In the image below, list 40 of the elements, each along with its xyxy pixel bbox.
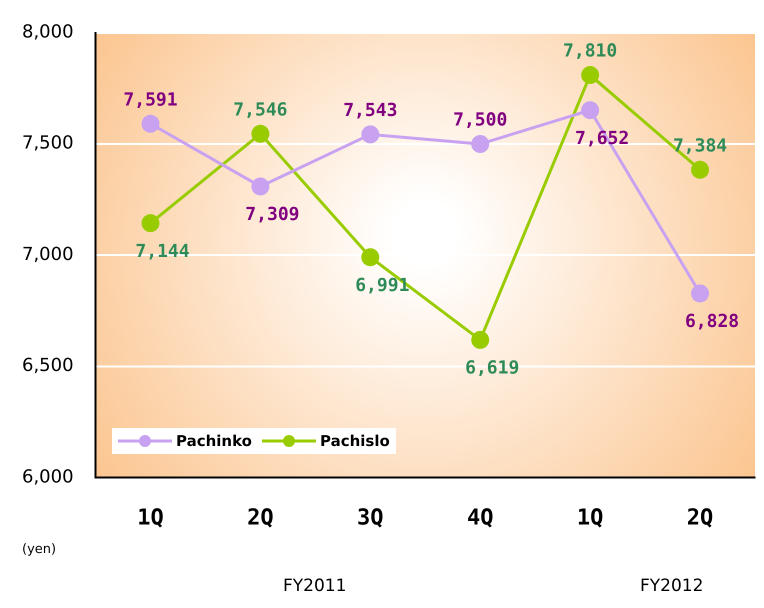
data-label: 7,309	[245, 204, 300, 226]
y-tick-label: 6,500	[22, 355, 74, 376]
text: (yen)	[22, 542, 56, 557]
x-tick-label: 1Q	[576, 506, 604, 531]
point	[581, 101, 600, 120]
y-tick-label: 7,500	[22, 132, 74, 154]
x-tick-label: 1Q	[137, 506, 164, 531]
legend-label: Pachislo	[320, 432, 390, 450]
x-tick-label: 3Q	[357, 506, 384, 531]
y-tick-label: 7,000	[22, 244, 74, 265]
point	[691, 284, 710, 302]
data-label: 7,500	[453, 110, 508, 131]
point	[691, 160, 710, 179]
data-label: 7,652	[575, 128, 630, 149]
data-label: 7,810	[563, 40, 618, 62]
data-label: 7,144	[135, 240, 190, 262]
x-tick-label: 2Q	[686, 506, 714, 531]
point	[141, 214, 160, 232]
point	[471, 330, 490, 349]
data-label: 7,546	[233, 99, 288, 120]
point	[251, 177, 270, 196]
data-label: 6,991	[355, 274, 410, 296]
point	[361, 125, 380, 144]
point	[141, 114, 160, 133]
point	[361, 248, 380, 266]
point	[471, 135, 490, 153]
text: FY2012	[640, 576, 704, 596]
legend-label: Pachinko	[176, 432, 252, 450]
data-label: 7,384	[672, 135, 728, 156]
x-tick-label: 4Q	[466, 506, 494, 531]
text: FY2011	[283, 576, 346, 596]
y-tick-label: 8,000	[22, 21, 74, 42]
y-tick-label: 6,000	[22, 466, 74, 488]
point	[251, 124, 270, 143]
data-label: 6,828	[684, 311, 740, 332]
x-tick-label: 2Q	[247, 506, 274, 531]
data-label: 6,619	[465, 358, 520, 379]
point	[581, 66, 600, 84]
data-label: 7,591	[123, 89, 178, 110]
data-label: 7,543	[343, 100, 398, 122]
